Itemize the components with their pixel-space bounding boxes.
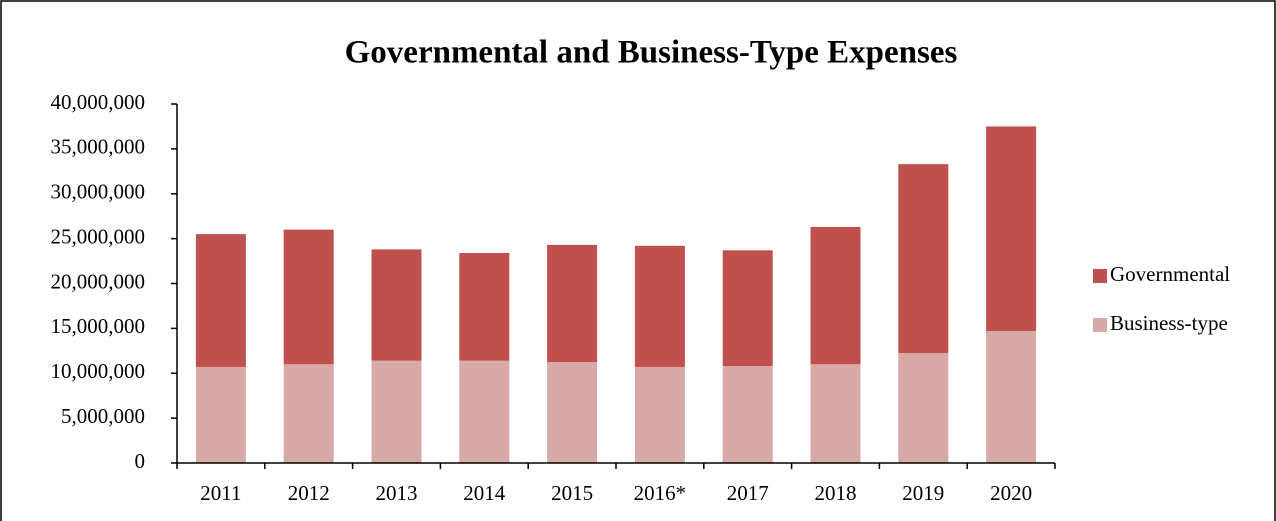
y-tick-label: 35,000,000 — [51, 135, 146, 159]
bar-segment — [898, 353, 949, 463]
bar-segment — [634, 366, 685, 463]
y-tick-label: 40,000,000 — [51, 90, 146, 114]
y-tick-label: 15,000,000 — [51, 314, 146, 338]
x-tick-label: 2019 — [902, 481, 944, 505]
bar-segment — [722, 250, 773, 367]
x-tick-label: 2015 — [551, 481, 593, 505]
bar-segment — [634, 245, 685, 367]
y-tick-label: 5,000,000 — [61, 404, 145, 428]
legend-swatch — [1093, 269, 1107, 283]
bar-segment — [283, 229, 334, 365]
legend-label: Business-type — [1110, 311, 1228, 335]
y-tick-label: 20,000,000 — [51, 269, 146, 293]
y-tick-label: 0 — [135, 449, 146, 473]
bar-segment — [195, 234, 246, 367]
bar-segment — [986, 331, 1037, 463]
x-tick-label: 2013 — [376, 481, 418, 505]
x-tick-label: 2012 — [288, 481, 330, 505]
bar-segment — [283, 364, 334, 463]
x-tick-label: 2018 — [815, 481, 857, 505]
bar-segment — [371, 249, 422, 361]
y-tick-label: 25,000,000 — [51, 224, 146, 248]
x-tick-label: 2017 — [727, 481, 769, 505]
chart-title: Governmental and Business-Type Expenses — [345, 35, 958, 71]
legend-swatch — [1093, 318, 1107, 332]
y-tick-label: 10,000,000 — [51, 359, 146, 383]
bar-segment — [547, 362, 598, 463]
bar-segment — [195, 366, 246, 463]
legend-label: Governmental — [1110, 262, 1230, 286]
x-tick-label: 2020 — [990, 481, 1032, 505]
bar-segment — [459, 252, 510, 361]
bar-segment — [371, 360, 422, 463]
bar-segment — [722, 366, 773, 463]
bar-segment — [898, 164, 949, 354]
bar-segment — [986, 126, 1037, 332]
bar-segment — [547, 244, 598, 363]
bar-segment — [810, 364, 861, 463]
x-tick-label: 2016* — [634, 481, 687, 505]
bar-segment — [810, 226, 861, 365]
x-tick-label: 2014 — [463, 481, 506, 505]
y-tick-label: 30,000,000 — [51, 180, 146, 204]
bar-segment — [459, 360, 510, 463]
x-tick-label: 2011 — [200, 481, 241, 505]
